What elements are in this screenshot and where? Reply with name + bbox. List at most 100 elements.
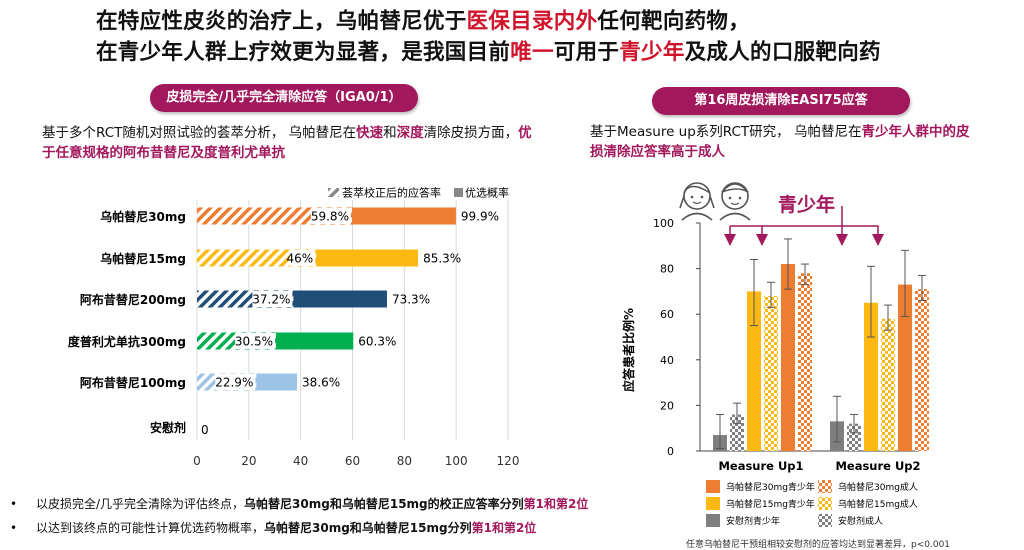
bar <box>798 273 812 451</box>
left-description: 基于多个RCT随机对照试验的荟萃分析， 乌帕替尼在快速和深度清除皮损方面，优于任… <box>42 123 532 163</box>
legend-swatch <box>706 480 720 493</box>
x-tick-label: 60 <box>345 454 360 468</box>
title-text: 任何靶向药物， <box>597 9 751 34</box>
value-label: 99.9% <box>461 210 499 224</box>
y-tick-label: 0 <box>667 445 674 458</box>
category-label: 乌帕替尼30mg <box>100 209 186 224</box>
bar <box>847 423 861 451</box>
bar <box>881 318 895 451</box>
right-description: 基于Measure up系列RCT研究， 乌帕替尼在青少年人群中的皮损清除应答率… <box>590 122 980 162</box>
footnote: 任意乌帕替尼干预组相较安慰剂的应答均达到显著差异，p<0.001 <box>686 540 951 550</box>
bar <box>764 295 778 451</box>
legend-swatch <box>818 497 832 510</box>
desc-text: 和 <box>383 125 397 141</box>
y-tick-label: 100 <box>653 217 674 230</box>
x-tick-label: 80 <box>397 454 412 468</box>
teen-arrows <box>724 206 884 246</box>
desc-text: 基于多个RCT随机对照试验的荟萃分析， 乌帕替尼在 <box>42 125 357 141</box>
bullet-text: 以达到该终点的可能性计算优选药物概率， <box>36 521 265 535</box>
legend-swatch-solid <box>454 188 463 197</box>
group-label: Measure Up2 <box>835 459 920 473</box>
legend-swatch <box>818 514 832 527</box>
legend-swatch <box>818 480 832 493</box>
desc-text: 清除皮损方面， <box>423 125 519 141</box>
x-tick-label: 120 <box>497 454 520 468</box>
bullet-bold: 乌帕替尼30mg和乌帕替尼15mg分列 <box>264 521 472 535</box>
legend-label: 乌帕替尼30mg成人 <box>838 481 918 493</box>
title-text: 在青少年人群上疗效更为显著，是我国目前 <box>96 40 511 65</box>
group-label: Measure Up1 <box>718 459 803 473</box>
desc-highlight: 快速 <box>356 125 384 141</box>
bullet-text: 以皮损完全/几乎完全清除为评估终点， <box>36 497 245 511</box>
label-bg <box>252 291 293 307</box>
value-label: 59.8% <box>311 210 349 224</box>
arrow-icon <box>842 225 884 246</box>
legend-label: 乌帕替尼15mg青少年 <box>726 498 815 510</box>
title-text: 可用于 <box>553 40 620 65</box>
hbar-grid: 0 20 40 60 80 100 120 <box>193 200 519 468</box>
title-line-1: 在特应性皮炎的治疗上，乌帕替尼优于医保目录内外任何靶向药物， <box>96 4 750 35</box>
value-label: 73.3% <box>392 293 430 307</box>
bullet-bold: 乌帕替尼30mg和乌帕替尼15mg的校正应答率分列 <box>244 497 524 511</box>
x-tick-label: 20 <box>241 454 256 468</box>
legend-label: 优选概率 <box>465 186 509 200</box>
boy-icon <box>719 182 751 221</box>
girl-icon <box>679 182 715 221</box>
legend-swatch <box>706 497 720 510</box>
y-tick-label: 80 <box>660 263 674 276</box>
legend-label: 乌帕替尼30mg青少年 <box>726 481 815 493</box>
bar <box>915 289 929 451</box>
vbar-marks <box>713 238 929 451</box>
bullet-highlight: 第1和第2位 <box>523 497 589 511</box>
right-section-pill: 第16周皮损清除EASI75应答 <box>652 87 910 115</box>
bar <box>898 284 912 451</box>
label-bg <box>289 250 316 266</box>
desc-highlight: 深度 <box>396 125 424 141</box>
teen-label: 青少年 <box>778 193 835 216</box>
value-label: 37.2% <box>252 293 290 307</box>
bar <box>781 264 795 451</box>
title-highlight: 唯一 <box>510 40 554 65</box>
title-text: 在特应性皮炎的治疗上，乌帕替尼优于 <box>96 9 467 34</box>
value-label: 38.6% <box>302 376 340 390</box>
y-tick-label: 60 <box>660 308 674 321</box>
desc-text: 基于Measure up系列RCT研究， 乌帕替尼在 <box>590 124 862 140</box>
x-tick-label: 0 <box>193 454 201 468</box>
hbar-legend: 荟萃校正后的应答率 优选概率 <box>328 186 509 200</box>
label-bg <box>235 333 276 349</box>
left-section-pill: 皮损完全/几乎完全清除应答（IGA0/1） <box>150 84 418 112</box>
title-highlight: 医保目录内外 <box>466 9 598 34</box>
legend-label: 安慰剂青少年 <box>726 515 780 527</box>
title-text: 及成人的口服靶向药 <box>684 40 881 65</box>
title-line-2: 在青少年人群上疗效更为显著，是我国目前唯一可用于青少年及成人的口服靶向药 <box>96 35 881 66</box>
category-label: 阿布昔替尼100mg <box>80 375 186 390</box>
legend-label: 安慰剂成人 <box>838 515 883 527</box>
label-bg <box>215 374 256 390</box>
value-label: 0 <box>201 423 209 437</box>
legend-swatch <box>706 514 720 527</box>
bar <box>747 291 761 451</box>
value-label: 60.3% <box>358 335 396 349</box>
y-tick-label: 40 <box>660 354 674 367</box>
y-tick-label: 20 <box>660 399 674 412</box>
label-bg <box>310 208 351 224</box>
legend-label: 荟萃校正后的应答率 <box>342 186 441 200</box>
category-label: 安慰剂 <box>150 420 186 435</box>
bar <box>864 302 878 451</box>
value-label: 30.5% <box>235 335 273 349</box>
bullet-1: • 以皮损完全/几乎完全清除为评估终点，乌帕替尼30mg和乌帕替尼15mg的校正应… <box>10 497 589 511</box>
desc-highlight: 青少年人群中的皮损清除应答率高于成人 <box>590 124 970 160</box>
category-label: 度普利尤单抗300mg <box>68 334 186 349</box>
title-highlight: 青少年 <box>619 40 685 65</box>
value-label: 22.9% <box>215 376 253 390</box>
legend-swatch-hatched <box>328 188 339 197</box>
x-tick-label: 40 <box>293 454 308 468</box>
category-label: 乌帕替尼15mg <box>100 251 186 266</box>
y-axis-label: 应答患者比例% <box>621 308 636 392</box>
hbar-marks: 乌帕替尼30mg 59.8% 99.9% 乌帕替尼15mg 46% 85.3% 阿布昔替尼2… <box>68 207 499 437</box>
desc-highlight: 优于任意规格的阿布昔替尼及度普利尤单抗 <box>42 125 532 161</box>
value-label: 85.3% <box>423 252 461 266</box>
value-label: 46% <box>287 252 314 266</box>
